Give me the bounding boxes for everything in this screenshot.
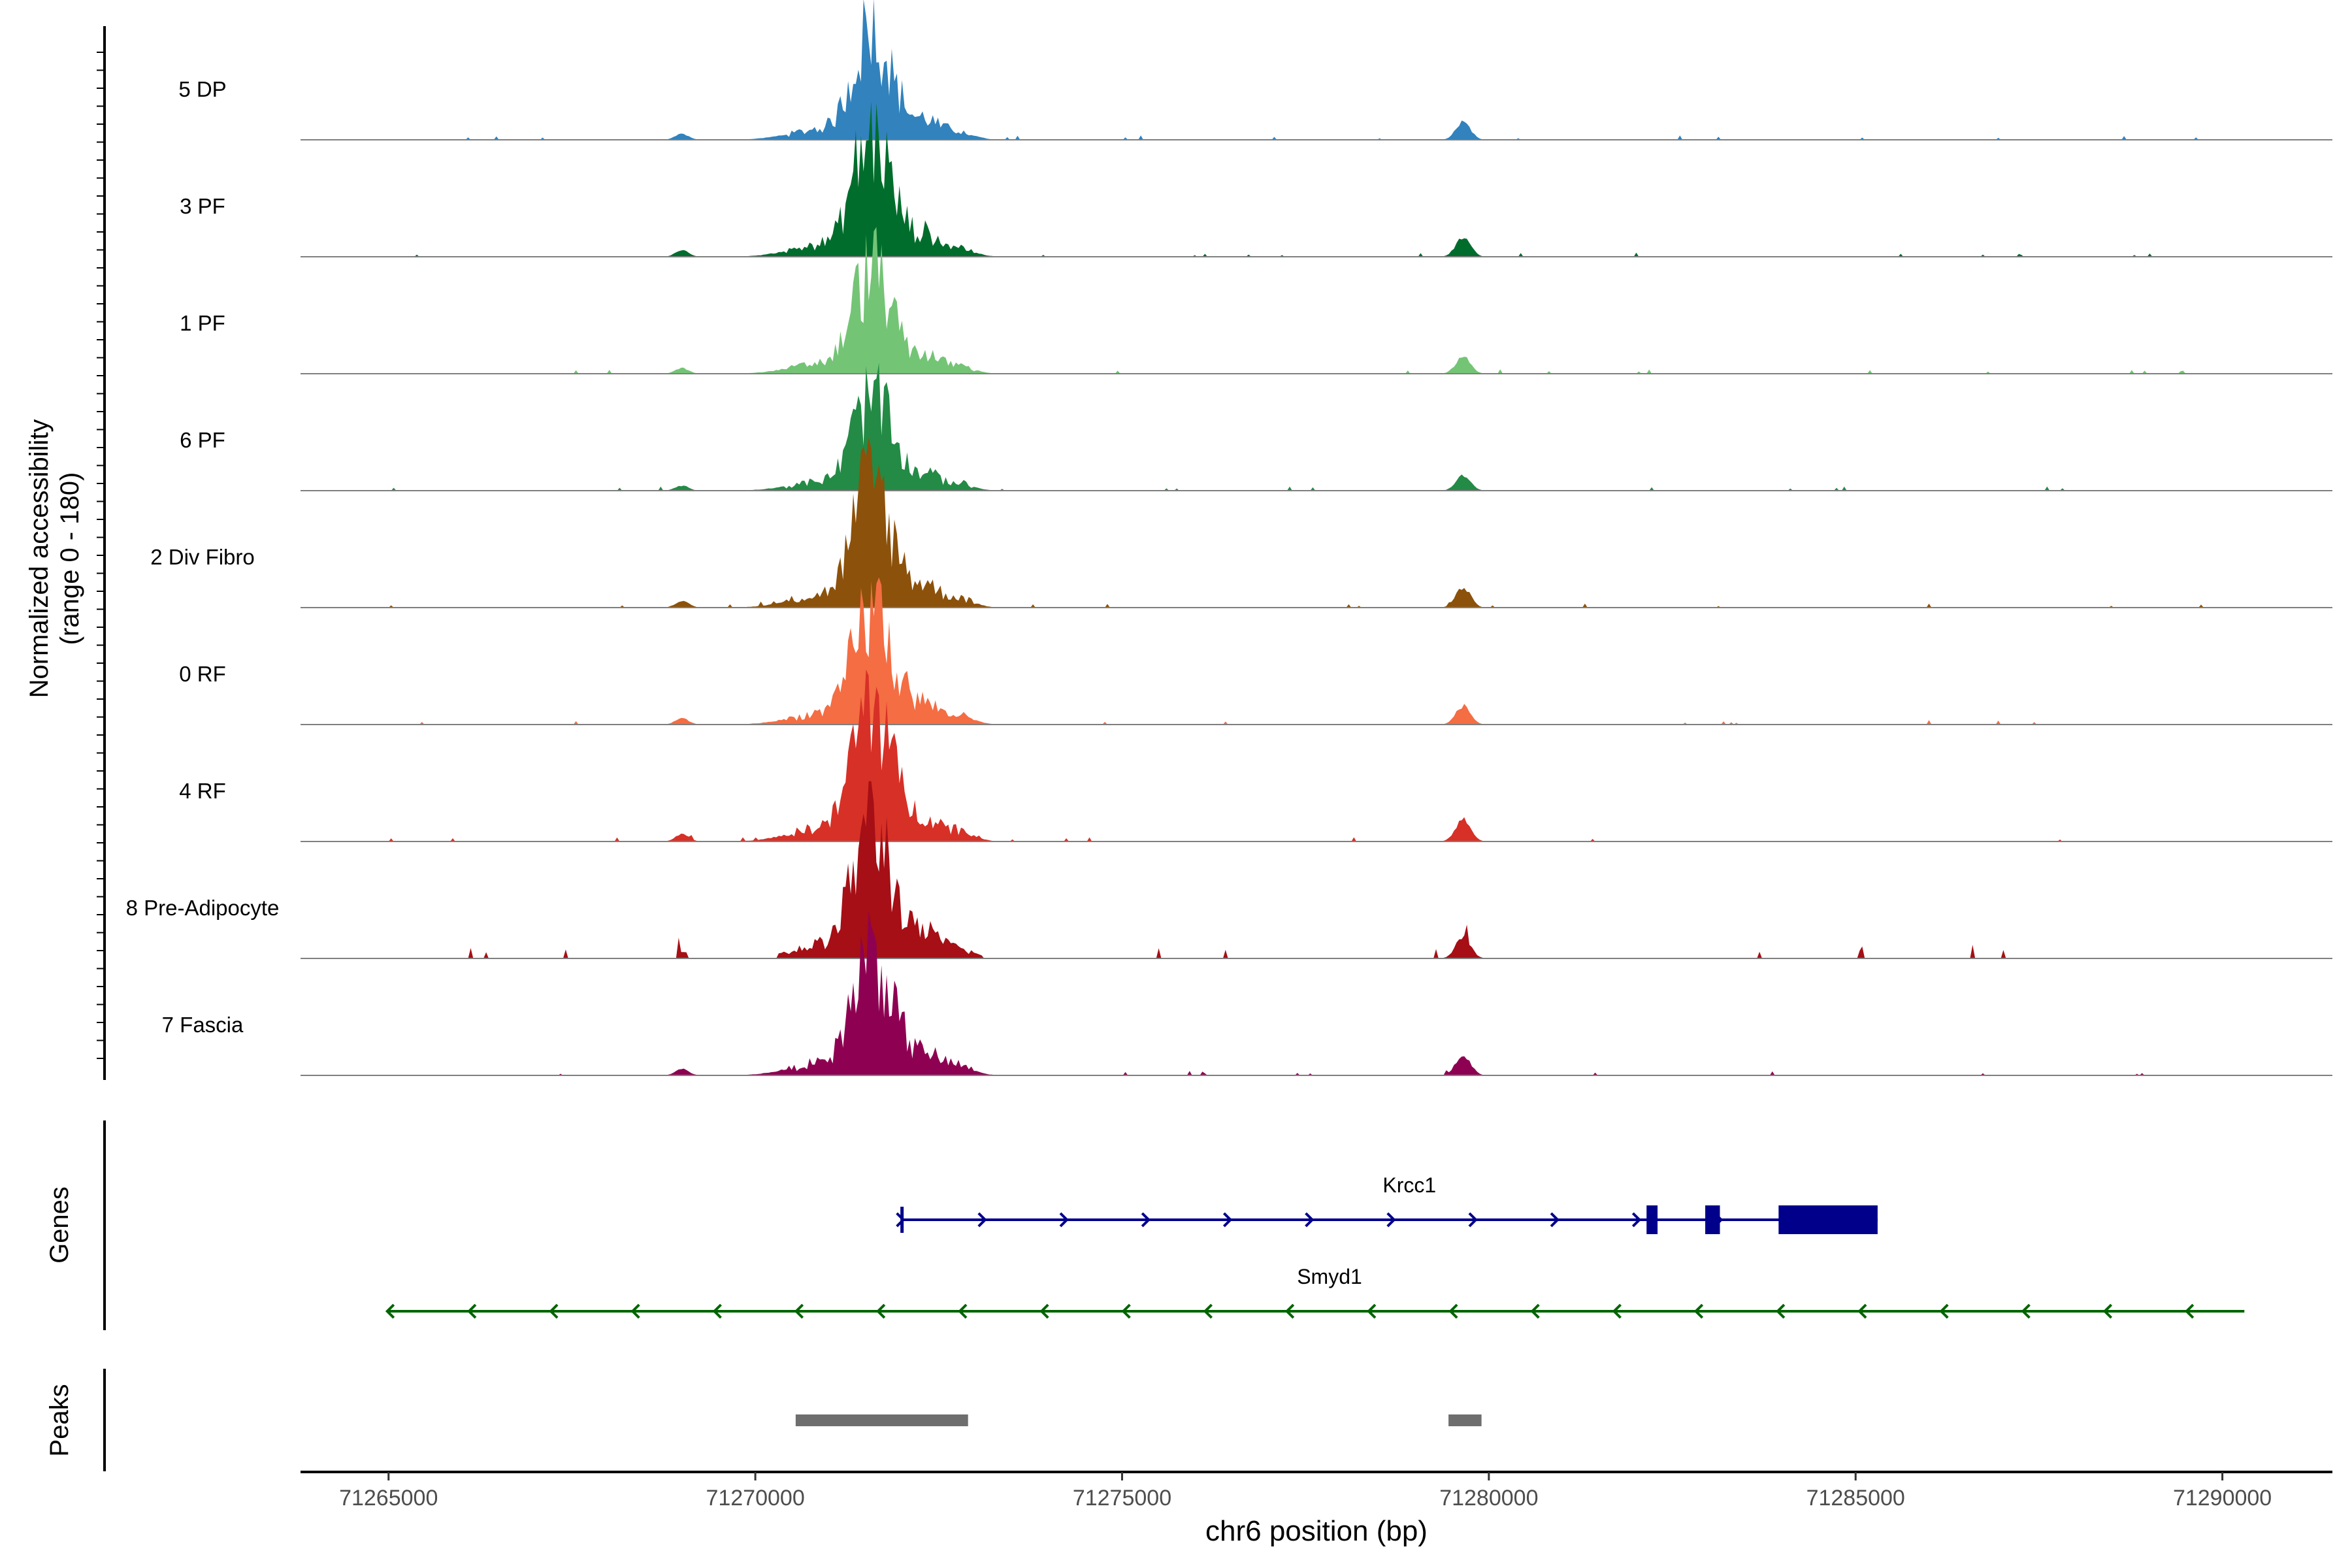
strand-arrow xyxy=(549,1303,559,1319)
strand-arrow xyxy=(712,1303,722,1319)
track-label: 3 PF xyxy=(180,194,225,218)
strand-arrow xyxy=(1693,1303,1704,1319)
exon xyxy=(1646,1205,1658,1234)
coverage-area xyxy=(388,101,2223,257)
strand-arrow xyxy=(1448,1303,1458,1319)
exon xyxy=(1778,1205,1878,1234)
track-label: 4 RF xyxy=(179,779,226,803)
track-label: 7 Fascia xyxy=(162,1013,244,1037)
peaks-panel-label: Peaks xyxy=(45,1384,74,1456)
track-label: 5 DP xyxy=(178,77,226,101)
x-tick-label: 71270000 xyxy=(706,1486,804,1511)
strand-arrow xyxy=(977,1212,987,1228)
strand-arrow xyxy=(1203,1303,1213,1319)
track-7-fascia: 7 Fascia xyxy=(162,911,2332,1076)
strand-arrow xyxy=(2021,1303,2031,1319)
track-4-rf: 4 RF xyxy=(179,669,2332,842)
track-1-pf: 1 PF xyxy=(180,227,2332,374)
x-axis: 71265000 71270000 71275000 71280000 71285000… xyxy=(339,1472,2272,1511)
strand-arrow xyxy=(385,1303,395,1319)
strand-arrow xyxy=(1776,1303,1786,1319)
coverage-area xyxy=(388,577,2223,725)
track-label: 8 Pre-Adipocyte xyxy=(126,896,280,920)
coverage-area xyxy=(388,363,2223,491)
strand-arrow xyxy=(1039,1303,1049,1319)
peak-region xyxy=(795,1414,968,1426)
peak-region xyxy=(1448,1414,1482,1426)
strand-arrow xyxy=(2184,1303,2195,1319)
track-label: 2 Div Fibro xyxy=(150,545,255,569)
strand-arrow xyxy=(1284,1303,1295,1319)
strand-arrow xyxy=(1121,1303,1131,1319)
strand-arrow xyxy=(876,1303,886,1319)
track-5-dp: 5 DP xyxy=(178,0,2332,140)
coverage-tracks: 5 DP 3 PF 1 PF 6 PF 2 Div Fibro 0 RF 4 RF 8 Pre… xyxy=(126,0,2332,1076)
y-axis-label-line1: Normalized accessibility xyxy=(25,419,54,698)
strand-arrow xyxy=(2102,1303,2113,1319)
peaks-track xyxy=(795,1414,1482,1426)
exon xyxy=(1705,1205,1720,1234)
x-tick-label: 71285000 xyxy=(1806,1486,1905,1511)
track-label: 6 PF xyxy=(180,428,225,452)
x-tick-label: 71290000 xyxy=(2173,1486,2272,1511)
strand-arrow xyxy=(1305,1212,1315,1228)
x-tick-label: 71265000 xyxy=(339,1486,438,1511)
track-0-rf: 0 RF xyxy=(179,577,2332,725)
coverage-area xyxy=(388,437,2223,608)
coverage-area xyxy=(388,669,2223,841)
coverage-area xyxy=(388,227,2223,374)
x-tick-label: 71280000 xyxy=(1439,1486,1538,1511)
track-3-pf: 3 PF xyxy=(180,101,2332,257)
track-label: 0 RF xyxy=(179,662,226,686)
strand-arrow xyxy=(1530,1303,1540,1319)
genes-track: Krcc1 Smyd1 xyxy=(385,1173,2245,1319)
track-6-pf: 6 PF xyxy=(180,363,2332,491)
strand-arrow xyxy=(1857,1303,1867,1319)
coverage-area xyxy=(388,0,2223,140)
x-axis-title: chr6 position (bp) xyxy=(1205,1515,1428,1547)
strand-arrow xyxy=(467,1303,477,1319)
strand-arrow xyxy=(1631,1212,1642,1228)
strand-arrow xyxy=(1468,1212,1478,1228)
x-tick-label: 71275000 xyxy=(1073,1486,1171,1511)
strand-arrow xyxy=(1222,1212,1233,1228)
track-2-div-fibro: 2 Div Fibro xyxy=(150,437,2332,608)
coverage-y-axis xyxy=(97,26,106,1080)
y-axis-label-line2: (range 0 - 180) xyxy=(56,472,84,645)
genes-panel-label: Genes xyxy=(45,1186,74,1264)
strand-arrow xyxy=(1367,1303,1377,1319)
strand-arrow xyxy=(1612,1303,1622,1319)
coverage-area xyxy=(388,911,2223,1075)
strand-arrow xyxy=(1386,1212,1396,1228)
track-8-pre-adipocyte: 8 Pre-Adipocyte xyxy=(126,781,2332,959)
strand-arrow xyxy=(958,1303,968,1319)
strand-arrow xyxy=(1141,1212,1151,1228)
gene-smyd1: Smyd1 xyxy=(385,1265,2245,1319)
strand-arrow xyxy=(1059,1212,1069,1228)
gene-label: Krcc1 xyxy=(1382,1173,1436,1197)
strand-arrow xyxy=(794,1303,804,1319)
strand-arrow xyxy=(630,1303,640,1319)
gene-label: Smyd1 xyxy=(1297,1265,1362,1288)
track-label: 1 PF xyxy=(180,311,225,335)
strand-arrow xyxy=(1939,1303,1949,1319)
strand-arrow xyxy=(1550,1212,1560,1228)
coverage-area xyxy=(388,781,2223,958)
gene-krcc1: Krcc1 xyxy=(896,1173,1878,1234)
